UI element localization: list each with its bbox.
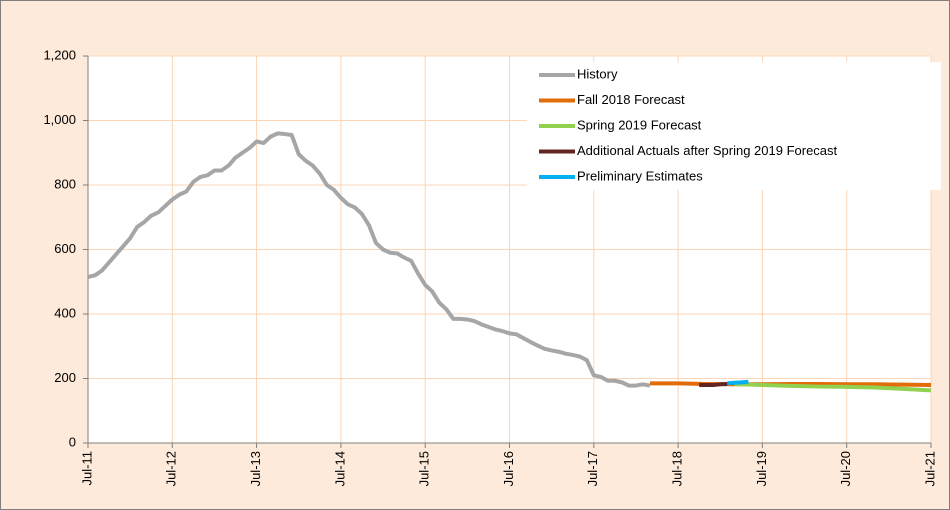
legend-label: Fall 2018 Forecast — [577, 92, 685, 107]
y-tick-label: 200 — [54, 370, 76, 385]
x-tick-label: Jul-13 — [248, 451, 263, 486]
y-tick-label: 600 — [54, 241, 76, 256]
x-tick-label: Jul-19 — [754, 451, 769, 486]
y-tick-label: 1,000 — [43, 112, 76, 127]
legend — [527, 62, 941, 190]
legend-label: Additional Actuals after Spring 2019 For… — [577, 143, 838, 158]
x-tick-label: Jul-21 — [922, 451, 937, 486]
x-tick-label: Jul-20 — [838, 451, 853, 486]
series-line — [734, 381, 932, 393]
series-line — [87, 131, 651, 388]
y-tick-label: 0 — [69, 434, 76, 449]
x-tick-label: Jul-12 — [164, 451, 179, 486]
x-tick-label: Jul-18 — [670, 451, 685, 486]
series-line — [727, 379, 749, 386]
legend-label: Spring 2019 Forecast — [577, 117, 702, 132]
legend-label: Preliminary Estimates — [577, 168, 703, 183]
y-tick-label: 800 — [54, 176, 76, 191]
x-tick-label: Jul-11 — [79, 451, 94, 485]
x-tick-label: Jul-16 — [501, 451, 516, 486]
x-tick-label: Jul-17 — [585, 451, 600, 486]
x-tick-label: Jul-15 — [417, 451, 432, 486]
x-tick-label: Jul-14 — [332, 451, 347, 486]
legend-label: History — [577, 66, 618, 81]
y-tick-label: 400 — [54, 305, 76, 320]
series-line — [699, 381, 728, 387]
y-tick-label: 1,200 — [43, 47, 76, 62]
